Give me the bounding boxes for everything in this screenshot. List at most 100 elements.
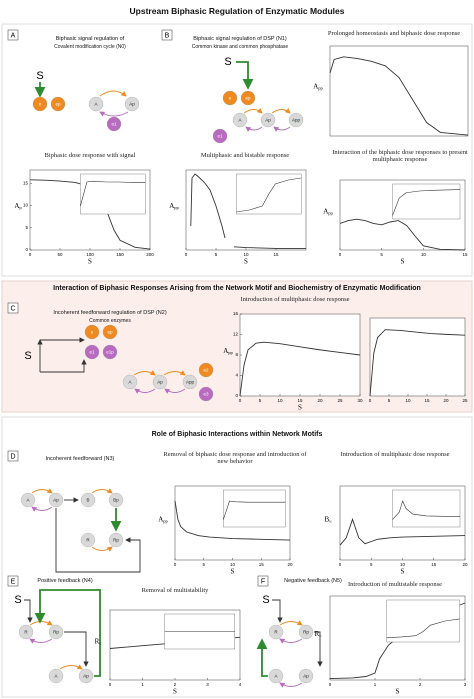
inset-box [80, 173, 146, 215]
x-tick-label: 10 [400, 562, 406, 567]
panel-letter: D [10, 453, 15, 460]
species-label: e3 [203, 392, 209, 397]
chart-title: Introduction of multiphasic dose respons… [240, 296, 350, 303]
x-tick-label: 10 [243, 252, 249, 257]
species-node [48, 624, 64, 640]
x-tick-label: 150 [116, 252, 124, 257]
y-axis-label: App [223, 347, 233, 355]
section-title: Interaction of Biphasic Responses Arisin… [53, 285, 421, 292]
panel-letter-box [7, 29, 19, 41]
y-tick-label: 4 [235, 373, 238, 378]
x-tick-label: 5 [215, 252, 218, 257]
x-axis-label: S [231, 568, 235, 576]
inset-box [392, 489, 461, 528]
x-axis-label: S [401, 568, 405, 576]
species-node [80, 492, 96, 508]
chart-title: Prolonged homeostasis and biphasic dose … [327, 30, 461, 37]
chart-title: Introduction of multistable response [347, 581, 443, 588]
species-node [32, 96, 48, 112]
x-axis-label: S [298, 404, 302, 412]
species-node [84, 344, 100, 360]
species-label: ep [107, 330, 113, 335]
species-node [48, 492, 64, 508]
x-tick-label: 10 [230, 562, 236, 567]
species-label: e [91, 330, 94, 335]
signal-label: S [24, 350, 31, 362]
panel-letter-box [7, 302, 19, 314]
panel-caption: Incoherent feedforward (N3) [45, 456, 115, 462]
arrow [59, 664, 83, 670]
x-axis-label: S [401, 258, 405, 266]
species-node [108, 532, 124, 548]
species-node [102, 344, 118, 360]
y-axis-label: App [158, 515, 168, 523]
species-node [124, 96, 140, 112]
y-axis-label-sub: p [19, 205, 22, 210]
x-axis-label: S [88, 258, 92, 266]
x-tick-label: 20 [443, 398, 449, 403]
panel-caption: Biphasic signal regulation of [55, 36, 125, 42]
species-label: A [238, 118, 241, 123]
arrow [133, 370, 156, 376]
y-axis-label-sub: pp [163, 518, 168, 523]
arrow [64, 631, 89, 667]
y-axis-label-sub: pp [328, 211, 333, 216]
panel-caption: Biphasic signal regulation of DSP (N1) [193, 36, 287, 42]
panel-subcaption: Common kinase and common phosphatase [191, 44, 289, 50]
arrow [272, 599, 283, 623]
panel-letter-box [7, 575, 19, 587]
arrow [314, 631, 323, 667]
y-tick-label: 0 [235, 393, 238, 398]
species-label: Ap [157, 380, 163, 385]
y-axis-label-main: B [325, 515, 330, 523]
arrow [243, 108, 263, 114]
chart-title: Removal of biphasic dose response and in… [163, 451, 307, 466]
x-tick-label: 15 [462, 252, 468, 257]
arrow [256, 638, 268, 677]
y-tick-label: 10 [23, 203, 29, 208]
species-node [102, 324, 118, 340]
species-node [232, 112, 248, 128]
species-label: e [39, 102, 42, 107]
curve [329, 56, 469, 136]
species-label: Rp [53, 630, 59, 635]
species-label: e [229, 96, 232, 101]
arrow [279, 682, 303, 688]
arrow [99, 90, 127, 97]
panel-letter: C [10, 305, 15, 312]
panel-subcaption: Covalent modification cycle (N0) [54, 44, 126, 50]
section-title: Role of Biphasic Interactions within Net… [151, 431, 323, 438]
species-node [268, 668, 284, 684]
species-label: e1 [111, 122, 117, 127]
y-axis-label-main: A [14, 202, 19, 210]
x-tick-label: 10 [405, 398, 411, 403]
species-node [212, 128, 228, 144]
x-tick-label: 15 [297, 398, 303, 403]
species-label: App [292, 118, 301, 123]
panel-letter: E [11, 578, 16, 585]
x-tick-label: 50 [57, 252, 63, 257]
y-tick-label: 0 [25, 247, 28, 252]
species-label: A [94, 102, 97, 107]
y-axis-label: App [323, 207, 333, 215]
y-tick-label: 8 [235, 352, 238, 357]
arrow [31, 506, 53, 512]
y-axis-label-sub: pp [228, 350, 233, 355]
inset-curve [223, 500, 286, 520]
inset-curve [386, 618, 460, 639]
y-axis-label-sub: c [99, 641, 101, 646]
species-label: Ap [83, 674, 89, 679]
species-label: ep [245, 96, 251, 101]
x-tick-label: 4 [239, 682, 242, 687]
x-tick-label: 5 [370, 562, 373, 567]
species-label: Rp [303, 630, 309, 635]
x-tick-label: 1 [374, 682, 377, 687]
x-tick-label: 2 [174, 682, 177, 687]
species-label: A [54, 674, 57, 679]
species-label: A [274, 674, 277, 679]
species-node [20, 492, 36, 508]
y-axis-label-sub: pp [174, 205, 179, 210]
species-label: e1 [89, 350, 95, 355]
